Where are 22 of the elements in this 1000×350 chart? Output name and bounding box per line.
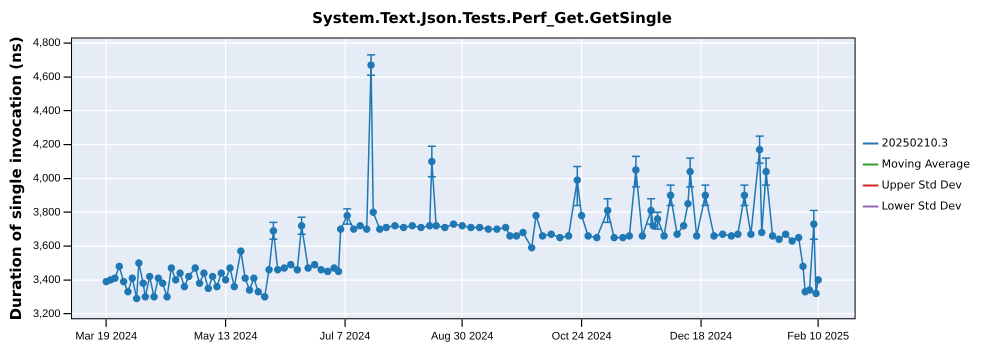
y-tick-label: 3,800 [32, 206, 61, 218]
y-tick-label: 4,600 [32, 70, 61, 83]
x-tick-label: Feb 10 2025 [787, 330, 850, 342]
y-tick-label: 4,400 [32, 104, 61, 117]
legend-label: 20250210.3 [882, 136, 948, 150]
x-tick-label: Oct 24 2024 [552, 330, 612, 342]
x-tick-label: Aug 30 2024 [431, 330, 494, 342]
y-tick-label: 4,000 [32, 172, 61, 184]
y-tick-label: 4,800 [32, 37, 61, 50]
x-tick-label: Jul 7 2024 [320, 330, 370, 342]
y-tick-label: 4,200 [32, 138, 61, 151]
x-tick-label: Mar 19 2024 [75, 330, 138, 342]
legend-label: Moving Average [882, 157, 970, 170]
x-tick-label: Dec 18 2024 [670, 330, 732, 342]
y-tick-label: 3,600 [32, 240, 61, 252]
y-tick-label: 3,200 [32, 308, 61, 320]
x-tick-label: May 13 2024 [194, 330, 258, 342]
chart-title: System.Text.Json.Tests.Perf_Get.GetSingle [312, 8, 672, 27]
legend-label: Lower Std Dev [882, 199, 962, 212]
y-tick-label: 3,400 [32, 274, 61, 286]
y-axis-title: Duration of single invocation (ns) [6, 36, 25, 320]
legend-label: Upper Std Dev [882, 178, 962, 192]
